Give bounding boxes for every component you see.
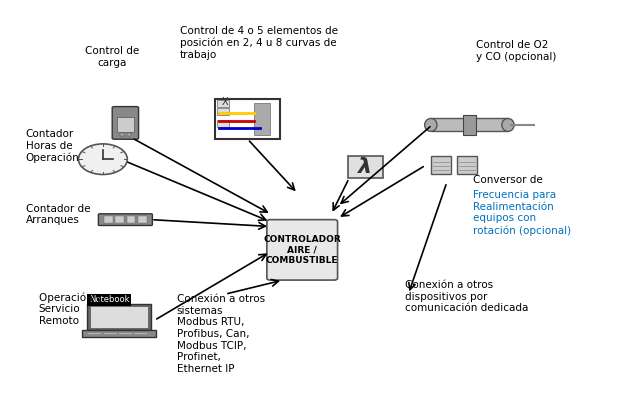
Bar: [138, 216, 147, 223]
Bar: [127, 216, 136, 223]
FancyBboxPatch shape: [112, 107, 139, 139]
Text: Control de 4 o 5 elementos de
posición en 2, 4 u 8 curvas de
trabajo: Control de 4 o 5 elementos de posición e…: [180, 26, 338, 60]
Bar: [117, 117, 134, 132]
FancyBboxPatch shape: [98, 214, 152, 226]
Text: Control de O2
y CO (opcional): Control de O2 y CO (opcional): [476, 40, 556, 62]
Text: CONTROLADOR
AIRE /
COMBUSTIBLE: CONTROLADOR AIRE / COMBUSTIBLE: [264, 235, 341, 265]
Text: Conexión a otros
sistemas
Modbus RTU,
Profibus, Can,
Modbus TCIP,
Profinet,
Ethe: Conexión a otros sistemas Modbus RTU, Pr…: [177, 294, 265, 374]
Bar: [90, 306, 148, 328]
Text: Contador de
Arranques: Contador de Arranques: [26, 204, 90, 225]
Text: Notebook: Notebook: [89, 295, 129, 304]
Circle shape: [78, 144, 127, 174]
Text: λ: λ: [358, 157, 372, 177]
Bar: [82, 330, 156, 337]
Ellipse shape: [424, 118, 437, 131]
FancyBboxPatch shape: [267, 220, 338, 280]
Bar: [457, 156, 477, 174]
Bar: [215, 99, 280, 139]
Bar: [104, 216, 113, 223]
Text: Frecuencia para
Realimentación
equipos con
rotación (opcional): Frecuencia para Realimentación equipos c…: [473, 190, 571, 236]
Ellipse shape: [502, 118, 514, 131]
Bar: [127, 133, 131, 136]
Text: X: X: [222, 97, 228, 107]
Bar: [217, 108, 229, 115]
Bar: [217, 100, 229, 107]
Bar: [463, 114, 476, 135]
Bar: [254, 103, 270, 135]
Bar: [87, 304, 151, 330]
Text: Contador
Horas de
Operación: Contador Horas de Operación: [26, 129, 80, 163]
Text: Conversor de: Conversor de: [473, 175, 542, 185]
Bar: [347, 156, 383, 178]
Text: Conexión a otros
dispositivos por
comunicación dedicada: Conexión a otros dispositivos por comuni…: [405, 280, 529, 313]
Bar: [217, 120, 229, 127]
Text: Operación y
Servicio
Remoto: Operación y Servicio Remoto: [39, 292, 102, 326]
Text: Control de
carga: Control de carga: [86, 46, 140, 68]
Bar: [431, 118, 508, 131]
Bar: [116, 216, 124, 223]
Bar: [431, 156, 451, 174]
Bar: [120, 133, 124, 136]
